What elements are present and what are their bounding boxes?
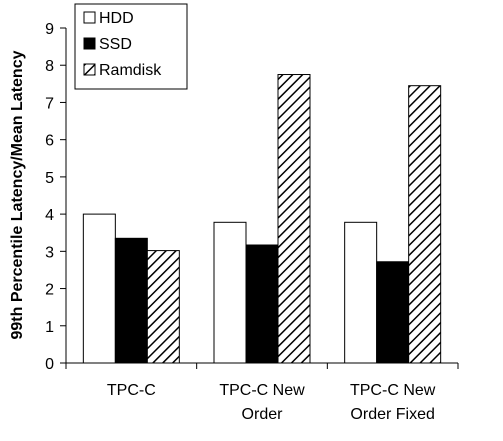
legend-label-hdd: HDD [99,10,134,27]
bar-ssd-1 [114,237,148,364]
bar-ssd-2 [245,244,279,364]
y-tick-label: 7 [45,95,54,112]
bar-ramdisk-3 [408,85,442,364]
x-category-label: Order Fixed [350,406,434,423]
legend-swatch-ssd [83,37,96,50]
y-tick-label: 5 [45,170,54,187]
y-tick-label: 1 [45,319,54,336]
bar-ssd-3 [376,261,410,364]
x-category-label: TPC-C New [219,382,305,399]
y-tick-label: 2 [45,282,54,299]
legend-label-ramdisk: Ramdisk [99,62,162,79]
bar-ramdisk-2 [277,74,311,364]
y-tick-label: 4 [45,207,54,224]
bar-hdd-2 [213,221,247,364]
y-tick-label: 3 [45,244,54,261]
legend-swatch-hdd [83,11,96,24]
legend-swatch-ramdisk [83,63,96,76]
legend: HDD SSD Ramdisk [74,3,188,90]
bar-ramdisk-1 [146,250,180,364]
bar-hdd-3 [344,221,378,364]
y-axis-label: 99th Percentile Latency/Mean Latency [9,50,26,339]
y-tick-label: 9 [45,21,54,38]
y-tick-label: 0 [45,356,54,373]
x-category-label: TPC-C New [350,382,436,399]
legend-label-ssd: SSD [99,36,132,53]
y-tick-label: 8 [45,58,54,75]
x-category-label: Order [242,406,284,423]
x-category-label: TPC-C [107,382,156,399]
bar-hdd-1 [82,213,116,364]
plot-area: 0 1 2 3 4 5 6 7 8 9 TPC-C TPC-C New Order TPC-C New Or… [45,21,459,423]
y-tick-label: 6 [45,133,54,150]
